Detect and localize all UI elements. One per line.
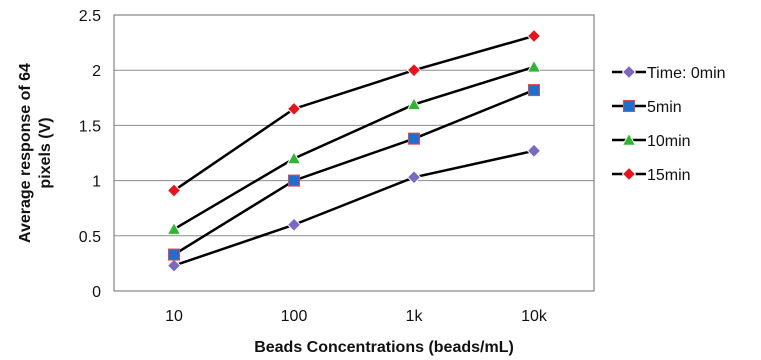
data-point <box>286 217 302 232</box>
data-point <box>166 221 182 235</box>
data-point <box>166 258 182 273</box>
x-tick-label: 10 <box>165 308 183 325</box>
legend-marker <box>622 99 636 113</box>
data-point <box>526 28 542 44</box>
legend-marker <box>621 132 637 146</box>
data-point <box>167 248 181 261</box>
y-axis-title-line-2: pixels (V) <box>37 117 54 188</box>
data-point <box>407 132 421 145</box>
legend-marker <box>621 64 637 80</box>
data-point <box>406 62 422 78</box>
legend-label: 10min <box>647 133 691 150</box>
data-point <box>406 96 422 111</box>
series-0 <box>166 143 542 273</box>
legend-item: 10min <box>612 132 691 150</box>
legend-item: 5min <box>612 99 682 116</box>
y-axis-title: Average response of 64 pixels (V) <box>17 63 54 243</box>
y-axis-ticks: 0 0.5 1 1.5 2 2.5 <box>79 8 101 301</box>
series-line <box>173 65 535 231</box>
series-line <box>173 88 535 256</box>
data-point <box>166 183 182 198</box>
x-axis-title: Beads Concentrations (beads/mL) <box>254 339 514 356</box>
x-tick-label: 10k <box>521 308 548 325</box>
y-tick-label: 2.5 <box>79 8 101 25</box>
y-tick-label: 1.5 <box>79 118 101 135</box>
legend-label: Time: 0min <box>647 65 726 82</box>
series-line <box>173 34 535 192</box>
y-axis-title-line-1: Average response of 64 <box>17 63 34 243</box>
legend-label: 15min <box>647 167 691 184</box>
data-point <box>526 59 542 73</box>
series-line <box>173 149 535 267</box>
data-point <box>406 170 422 185</box>
legend-item: Time: 0min <box>612 64 726 82</box>
plot-area <box>113 14 595 292</box>
y-tick-label: 0 <box>92 284 101 301</box>
x-axis-ticks: 10 100 1k 10k <box>165 308 548 325</box>
y-tick-label: 1 <box>92 174 101 191</box>
legend-label: 5min <box>647 99 682 116</box>
series-2 <box>166 59 542 235</box>
data-point <box>286 150 302 165</box>
series-1 <box>167 84 541 261</box>
series-3 <box>166 28 542 198</box>
x-tick-label: 100 <box>281 308 308 325</box>
data-point <box>286 101 302 117</box>
legend: Time: 0min 5min 10min 15min <box>612 64 726 184</box>
y-tick-label: 2 <box>92 63 101 80</box>
y-tick-label: 0.5 <box>79 229 101 246</box>
data-point <box>287 174 301 187</box>
legend-item: 15min <box>612 166 691 184</box>
data-point <box>527 84 541 97</box>
legend-marker <box>621 166 637 182</box>
data-point <box>526 143 542 158</box>
x-tick-label: 1k <box>406 308 424 325</box>
series-layer <box>166 28 542 273</box>
